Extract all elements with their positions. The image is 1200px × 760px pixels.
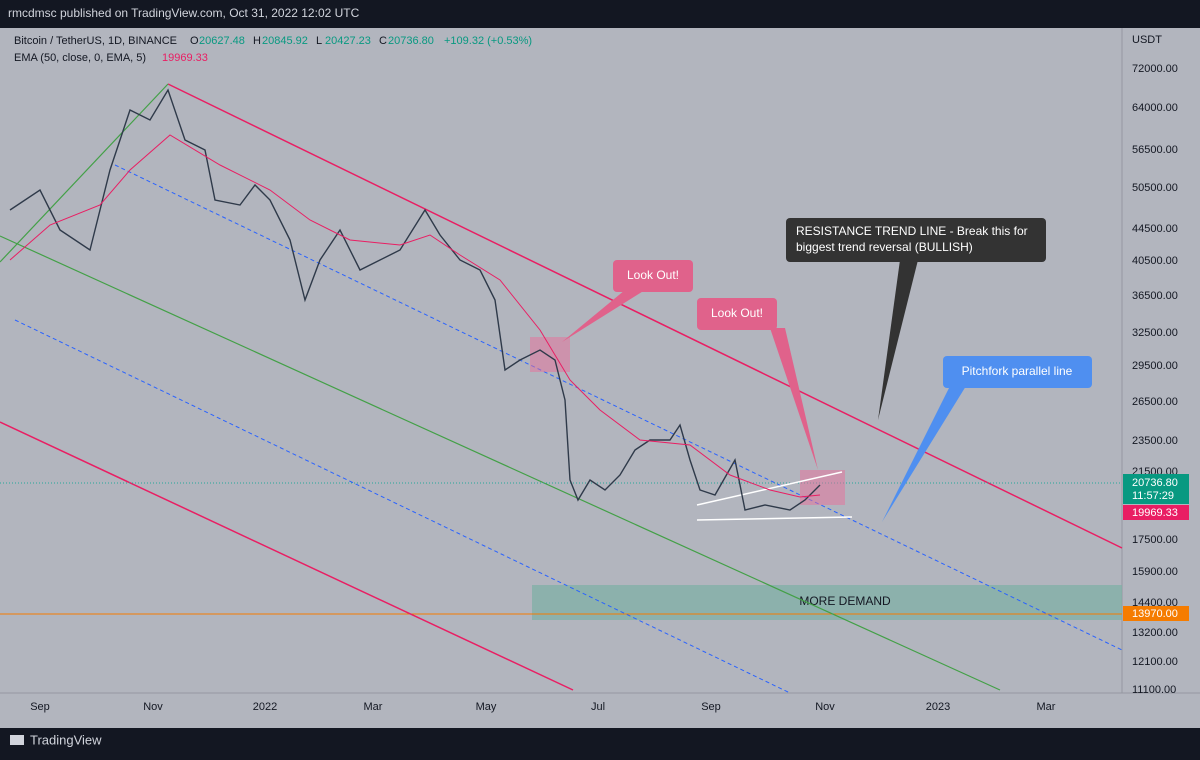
y-tick-label: 14400.00 (1132, 597, 1178, 609)
y-tick-label: 26500.00 (1132, 396, 1178, 408)
time-axis: Sep Nov 2022 Mar May Jul Sep Nov 2023 Mar (30, 701, 1056, 713)
callout-pointer (770, 328, 818, 470)
x-tick-label: Sep (701, 701, 721, 713)
highlight-box (530, 337, 570, 372)
y-tick-label: 11100.00 (1132, 684, 1176, 696)
pitchfork-line (0, 421, 574, 691)
y-tick-label: 40500.00 (1132, 255, 1178, 267)
x-tick-label: Nov (815, 701, 835, 713)
y-tick-label: 15900.00 (1132, 566, 1178, 578)
highlight-box (800, 470, 845, 505)
price-tag (1123, 505, 1189, 520)
price-axis: 72000.00 64000.00 56500.00 50500.00 44500.00… (1132, 63, 1178, 696)
y-tick-label: 32500.00 (1132, 327, 1178, 339)
legend-ohlc-value: 20845.92 (262, 35, 308, 47)
legend-indicator-value: 19969.33 (162, 52, 208, 64)
callout-pointer (882, 386, 966, 522)
y-tick-label: 64000.00 (1132, 102, 1178, 114)
price-tag-text: 20736.80 (1132, 477, 1178, 489)
y-tick-label: 56500.00 (1132, 144, 1178, 156)
y-tick-label: 17500.00 (1132, 534, 1178, 546)
price-tag (1123, 474, 1189, 504)
y-tick-label: 13200.00 (1132, 627, 1178, 639)
pitchfork-median (114, 164, 1123, 651)
wedge-line (696, 471, 843, 506)
footer (0, 728, 1200, 755)
callout (697, 298, 777, 330)
callout-pointer (878, 260, 918, 420)
x-tick-label: Sep (30, 701, 50, 713)
demand-label: MORE DEMAND (799, 594, 891, 608)
legend-ohlc: O 20627.48 H 20845.92 L 20427.23 C 20736.80 +109… (190, 35, 532, 47)
legend-ohlc-label: H (253, 35, 261, 47)
callout-text: Look Out! (711, 306, 763, 320)
top-bar (0, 0, 1200, 28)
callout-text: Look Out! (627, 268, 679, 282)
y-tick-label: 23500.00 (1132, 435, 1178, 447)
legend-ohlc-value: 20627.48 (199, 35, 245, 47)
x-tick-label: Nov (143, 701, 163, 713)
legend-indicator: EMA (50, close, 0, EMA, 5) (14, 52, 146, 64)
legend-ohlc-value: 20427.23 (325, 35, 371, 47)
y-tick-label: 72000.00 (1132, 63, 1178, 75)
callout-text: Pitchfork parallel line (962, 364, 1073, 378)
x-tick-label: 2023 (926, 701, 950, 713)
x-tick-label: Mar (364, 701, 383, 713)
callout-pointer (562, 290, 645, 342)
footer-brand: TradingView (30, 732, 102, 747)
axis-unit: USDT (1132, 34, 1162, 46)
price-tag-text: 13970.00 (1132, 608, 1178, 620)
pitchfork-handle (0, 83, 169, 263)
price-tag-text: 19969.33 (1132, 507, 1178, 519)
y-tick-label: 44500.00 (1132, 223, 1178, 235)
x-tick-label: May (476, 701, 497, 713)
header-title: rmcdmsc published on TradingView.com, Oc… (8, 6, 360, 20)
callout-text: biggest trend reversal (BULLISH) (796, 240, 973, 254)
callout (943, 356, 1092, 388)
y-tick-label: 29500.00 (1132, 360, 1178, 372)
price-tag (1123, 606, 1189, 621)
y-tick-label: 12100.00 (1132, 656, 1178, 668)
y-tick-label: 36500.00 (1132, 290, 1178, 302)
legend-ohlc-label: C (379, 35, 387, 47)
x-tick-label: Mar (1037, 701, 1056, 713)
legend-ohlc-label: O (190, 35, 199, 47)
wedge-line (696, 516, 853, 521)
legend-change: +109.32 (+0.53%) (444, 35, 532, 47)
callout-text: RESISTANCE TREND LINE - Break this for (796, 224, 1028, 238)
callout (613, 260, 693, 292)
pitchfork-line (0, 235, 1001, 691)
pitchfork-line (14, 319, 791, 694)
countdown-text: 11:57:29 (1132, 490, 1174, 502)
legend-symbol: Bitcoin / TetherUS, 1D, BINANCE (14, 35, 177, 47)
callout (786, 218, 1046, 262)
resistance-line (167, 83, 1123, 549)
legend-ohlc-label: L (316, 35, 322, 47)
footer-logo (10, 735, 24, 745)
y-tick-label: 50500.00 (1132, 182, 1178, 194)
x-tick-label: 2022 (253, 701, 277, 713)
x-tick-label: Jul (591, 701, 605, 713)
ema-line (9, 134, 821, 498)
legend-ohlc-value: 20736.80 (388, 35, 434, 47)
price-line (9, 88, 821, 511)
